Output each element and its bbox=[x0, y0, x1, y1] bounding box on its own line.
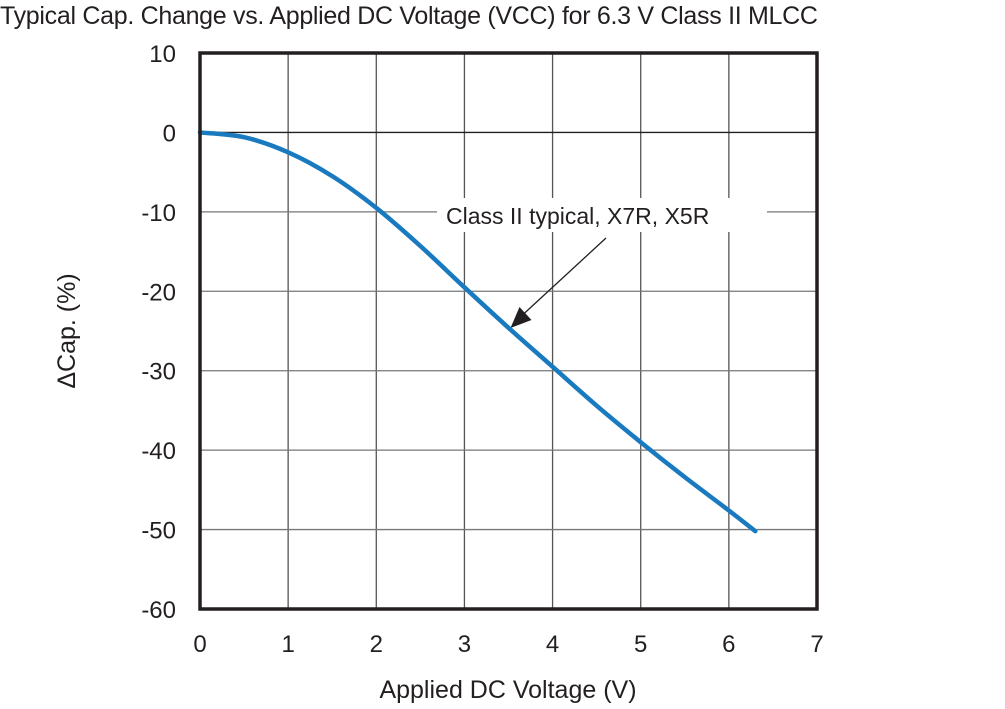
x-axis-label: Applied DC Voltage (V) bbox=[379, 676, 636, 704]
x-tick-label: 2 bbox=[370, 631, 383, 658]
x-tick-label: 1 bbox=[281, 631, 294, 658]
grid-lines bbox=[200, 53, 817, 609]
y-tick-label: -40 bbox=[141, 438, 176, 465]
x-tick-label: 3 bbox=[458, 631, 471, 658]
x-tick-label: 0 bbox=[193, 631, 206, 658]
y-tick-label: 10 bbox=[149, 41, 176, 68]
annotation: Class II typical, X7R, X5R bbox=[437, 198, 767, 329]
x-tick-label: 6 bbox=[722, 631, 735, 658]
x-tick-label: 5 bbox=[634, 631, 647, 658]
y-tick-label: -50 bbox=[141, 518, 176, 545]
y-tick-label: -60 bbox=[141, 597, 176, 624]
y-tick-label: -10 bbox=[141, 200, 176, 227]
plot-frame bbox=[198, 51, 819, 611]
annotation-label: Class II typical, X7R, X5R bbox=[446, 203, 709, 229]
y-tick-label: -30 bbox=[141, 359, 176, 386]
y-tick-label: -20 bbox=[141, 279, 176, 306]
y-axis-label: ΔCap. (%) bbox=[53, 273, 81, 388]
arrow-head-icon bbox=[510, 307, 532, 329]
x-axis-ticks: 0 1 2 3 4 5 6 7 bbox=[193, 631, 823, 658]
chart-title: Typical Cap. Change vs. Applied DC Volta… bbox=[0, 2, 818, 30]
x-tick-label: 7 bbox=[810, 631, 823, 658]
x-tick-label: 4 bbox=[546, 631, 559, 658]
series-line bbox=[197, 130, 758, 534]
y-tick-label: 0 bbox=[163, 120, 176, 147]
y-axis-ticks: 10 0 -10 -20 -30 -40 -50 -60 bbox=[141, 41, 176, 624]
